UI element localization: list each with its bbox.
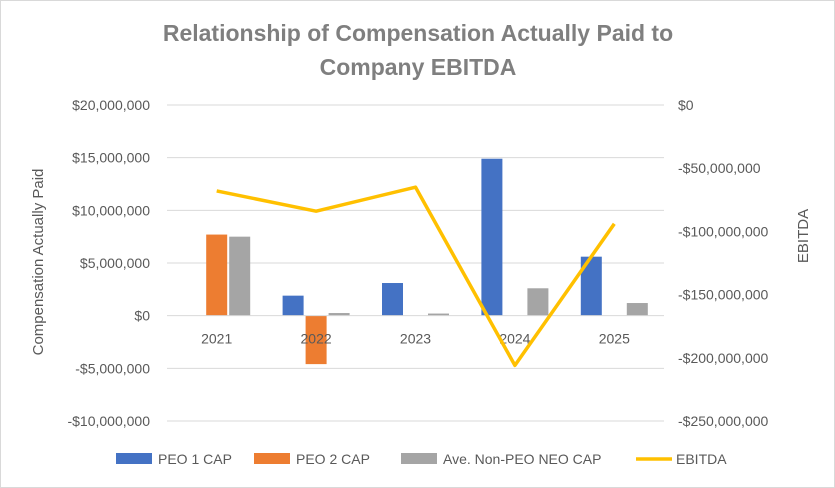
category-label: 2024 [499,331,530,347]
legend-label: PEO 1 CAP [158,451,232,467]
bar [229,236,251,316]
legend: PEO 1 CAP PEO 2 CAP Ave. Non-PEO NEO CAP EB… [116,451,727,467]
bar [626,303,648,316]
chart-title-line-1: Relationship of Compensation Actually Pa… [163,20,673,46]
bar [206,234,228,316]
legend-swatch [254,453,290,464]
right-tick-label: -$150,000,000 [678,287,769,303]
legend-swatch [401,453,437,464]
right-tick-label: -$50,000,000 [678,160,761,176]
bar [527,288,549,316]
bar [382,283,403,316]
left-tick-label: $10,000,000 [72,202,150,218]
legend-label: Ave. Non-PEO NEO CAP [443,451,601,467]
chart-title-line-2: Company EBITDA [320,54,517,80]
category-label: 2022 [301,331,332,347]
right-tick-label: -$200,000,000 [678,350,769,366]
bar [305,315,327,365]
legend-label: EBITDA [676,451,727,467]
ebitda-line [216,185,616,368]
left-tick-label: -$10,000,000 [67,413,150,429]
bar [580,256,602,316]
right-tick-label: -$250,000,000 [678,413,769,429]
bar [328,313,350,316]
bar [428,313,449,316]
right-axis-label: EBITDA [795,209,812,263]
category-label: 2023 [400,331,431,347]
right-tick-label: $0 [678,97,694,113]
left-tick-label: $5,000,000 [80,255,150,271]
left-axis-ticks: $20,000,000 $15,000,000 $10,000,000 $5,000,… [67,97,150,429]
legend-swatch [116,453,152,464]
ebitda-line-layer [216,185,616,368]
bar [481,158,503,316]
left-tick-label: $0 [134,308,150,324]
right-tick-label: -$100,000,000 [678,223,769,239]
left-tick-label: $20,000,000 [72,97,150,113]
right-axis-ticks: $0 -$50,000,000 -$100,000,000 -$150,000,000… [678,97,769,429]
legend-label: PEO 2 CAP [296,451,370,467]
gridlines [167,104,664,422]
category-label: 2025 [599,331,630,347]
left-axis-label: Compensation Actually Paid [30,169,47,356]
bars [206,158,648,365]
bar [282,295,304,316]
left-tick-label: $15,000,000 [72,150,150,166]
category-labels: 2021 2022 2023 2024 2025 [201,331,630,347]
left-tick-label: -$5,000,000 [75,360,150,376]
category-label: 2021 [201,331,232,347]
